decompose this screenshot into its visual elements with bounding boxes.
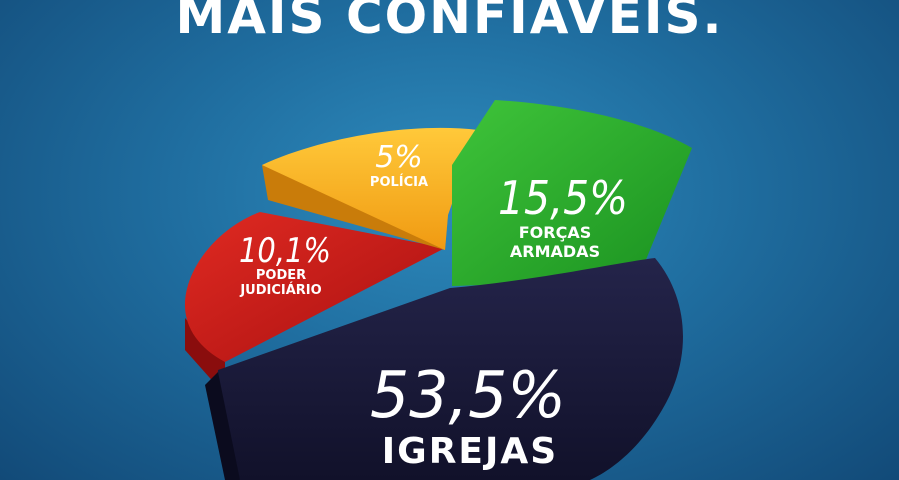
category-label-forcas-armadas-line2: ARMADAS	[510, 242, 600, 261]
slice-poder-judiciario	[184, 212, 445, 362]
value-label-poder-judiciario: 10,1%	[239, 231, 331, 271]
category-label-forcas-armadas-line1: FORÇAS	[519, 223, 592, 242]
value-label-policia: 5%	[375, 140, 423, 175]
slice-policia	[262, 127, 478, 250]
category-label-igrejas: IGREJAS	[382, 431, 558, 472]
slice-igrejas	[217, 258, 683, 480]
chart-title: MAIS CONFIÁVEIS.	[175, 0, 724, 45]
category-label-policia: POLÍCIA	[370, 174, 428, 190]
value-label-igrejas: 53,5%	[370, 359, 566, 433]
slice-forcas-armadas	[452, 100, 692, 286]
category-label-poder-judiciario-line2: JUDICIÁRIO	[239, 282, 321, 298]
slice-igrejas-edge	[205, 372, 240, 480]
category-label-poder-judiciario-line1: PODER	[256, 268, 306, 283]
value-label-forcas-armadas: 15,5%	[498, 171, 628, 225]
